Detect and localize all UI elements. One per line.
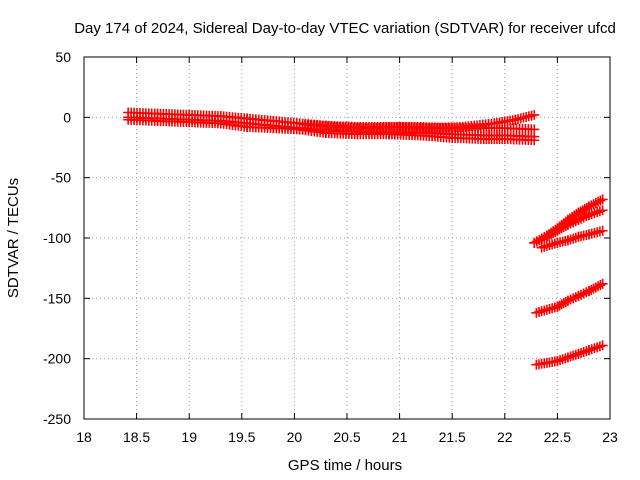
- series-group: [123, 107, 608, 370]
- data-point: [595, 280, 606, 291]
- y-axis-label: SDTVAR / TECUs: [5, 178, 22, 298]
- x-tick-label: 19.5: [228, 429, 255, 445]
- data-point: [529, 109, 540, 120]
- x-tick-label: 20: [287, 429, 303, 445]
- data-point: [552, 301, 563, 312]
- x-tick-label: 18: [76, 429, 92, 445]
- x-tick-label: 20.5: [333, 429, 360, 445]
- data-point: [597, 194, 608, 205]
- data-point: [554, 300, 565, 311]
- data-point: [536, 234, 547, 245]
- data-point: [552, 225, 563, 236]
- data-point: [529, 135, 540, 146]
- data-point: [543, 230, 554, 241]
- data-point: [597, 278, 608, 289]
- x-tick-label: 21.5: [439, 429, 466, 445]
- data-point: [590, 282, 601, 293]
- data-point: [548, 228, 559, 239]
- data-point: [558, 298, 569, 309]
- data-point: [558, 222, 569, 233]
- data-point: [554, 224, 565, 235]
- series-trace-8: [531, 278, 608, 318]
- data-point: [590, 198, 601, 209]
- data-point: [586, 284, 597, 295]
- ticks: [83, 56, 611, 420]
- data-point: [595, 195, 606, 206]
- data-point: [560, 220, 571, 231]
- chart-title: Day 174 of 2024, Sidereal Day-to-day VTE…: [74, 20, 616, 37]
- data-point: [597, 225, 608, 236]
- data-point: [541, 231, 552, 242]
- y-tick-label: -50: [51, 170, 71, 186]
- data-point: [588, 283, 599, 294]
- data-point: [529, 237, 540, 248]
- data-point: [597, 205, 608, 216]
- series-trace-3: [123, 114, 540, 146]
- y-tick-label: 0: [63, 109, 71, 125]
- data-point: [556, 223, 567, 234]
- data-point: [550, 226, 561, 237]
- data-point: [577, 205, 588, 216]
- y-tick-label: -100: [43, 230, 71, 246]
- y-tick-label: -200: [43, 351, 71, 367]
- series-trace-4: [299, 109, 540, 134]
- data-point: [586, 200, 597, 211]
- data-point: [534, 235, 545, 246]
- y-tick-label: -250: [43, 411, 71, 427]
- data-point: [546, 229, 557, 240]
- data-point: [539, 233, 550, 243]
- series-trace-7: [536, 225, 608, 253]
- y-tick-label: -150: [43, 290, 71, 306]
- data-point: [583, 286, 594, 297]
- series-trace-9: [531, 340, 608, 370]
- x-tick-label: 23: [602, 429, 618, 445]
- y-tick-label: 50: [55, 49, 71, 65]
- x-tick-label: 22.5: [544, 429, 571, 445]
- series-trace-6: [529, 205, 608, 248]
- tick-labels: 18 18.5 19 19.5 20 20.5 21 21.5 22 22.5 23 50 0 -50 -1…: [43, 49, 618, 445]
- data-point: [560, 296, 571, 307]
- data-point: [579, 204, 590, 215]
- data-point: [593, 281, 604, 292]
- data-point: [593, 196, 604, 207]
- x-tick-label: 21: [392, 429, 408, 445]
- x-tick-label: 22: [497, 429, 513, 445]
- data-point: [597, 340, 608, 351]
- data-point: [581, 202, 592, 213]
- data-point: [556, 299, 567, 310]
- x-tick-label: 18.5: [123, 429, 150, 445]
- data-point: [531, 236, 542, 247]
- data-point: [583, 201, 594, 212]
- x-axis-label: GPS time / hours: [288, 457, 402, 474]
- data-point: [588, 199, 599, 210]
- x-tick-label: 19: [181, 429, 197, 445]
